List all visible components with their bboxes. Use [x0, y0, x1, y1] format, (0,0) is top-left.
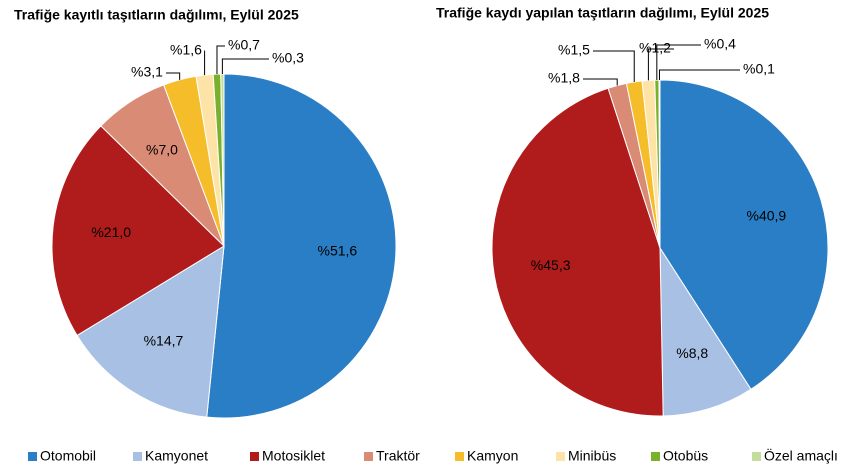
pie-slice: [491, 87, 664, 417]
data-label: %1,5: [558, 42, 590, 58]
data-label: %51,6: [318, 242, 358, 258]
data-label: %7,0: [146, 142, 178, 158]
data-label: %14,7: [144, 333, 184, 349]
pie-slice: [659, 79, 829, 390]
legend-swatch: [28, 452, 37, 461]
leader-line: [216, 45, 225, 75]
leader-line: [166, 72, 181, 80]
data-label: %1,2: [639, 40, 671, 56]
legend-swatch: [556, 452, 565, 461]
data-label: %1,6: [170, 42, 202, 58]
pie-slice: [51, 125, 225, 337]
legend-label: Otobüs: [663, 448, 708, 464]
legend-label: Otomobil: [40, 448, 96, 464]
data-label: %0,7: [228, 37, 260, 53]
leader-line: [593, 50, 635, 82]
pie-slice: [206, 73, 397, 419]
legend-label: Kamyonet: [145, 448, 208, 464]
legend-swatch: [455, 452, 464, 461]
data-label: %0,1: [743, 61, 775, 77]
chart-title: Trafiğe kayıtlı taşıtların dağılımı, Eyl…: [14, 7, 299, 23]
chart-title: Trafiğe kaydı yapılan taşıtların dağılım…: [436, 5, 769, 21]
pie-slice: [659, 246, 752, 417]
legend-swatch: [250, 452, 259, 461]
data-label: %40,9: [747, 207, 787, 223]
leader-line: [647, 48, 674, 81]
leader-line: [658, 69, 740, 81]
leader-line: [221, 58, 269, 75]
legend-label: Özel amaçlı: [764, 447, 838, 464]
data-label: %3,1: [131, 64, 163, 80]
legend-swatch: [364, 452, 373, 461]
pie-slice: [76, 245, 225, 418]
legend-label: Motosiklet: [262, 448, 325, 464]
data-label: %0,4: [704, 36, 736, 52]
leader-line: [656, 44, 701, 81]
leader-line: [583, 78, 618, 86]
legend-label: Minibüs: [568, 448, 616, 464]
data-label: %45,3: [531, 257, 571, 273]
data-label: %1,8: [548, 70, 580, 86]
legend-swatch: [133, 452, 142, 461]
legend-swatch: [752, 452, 761, 461]
data-label: %0,3: [272, 50, 304, 66]
legend-label: Kamyon: [467, 448, 518, 464]
pie-slice: [220, 73, 225, 247]
data-label: %21,0: [91, 224, 131, 240]
data-label: %8,8: [676, 345, 708, 361]
legend-label: Traktör: [376, 448, 420, 464]
legend-swatch: [651, 452, 660, 461]
